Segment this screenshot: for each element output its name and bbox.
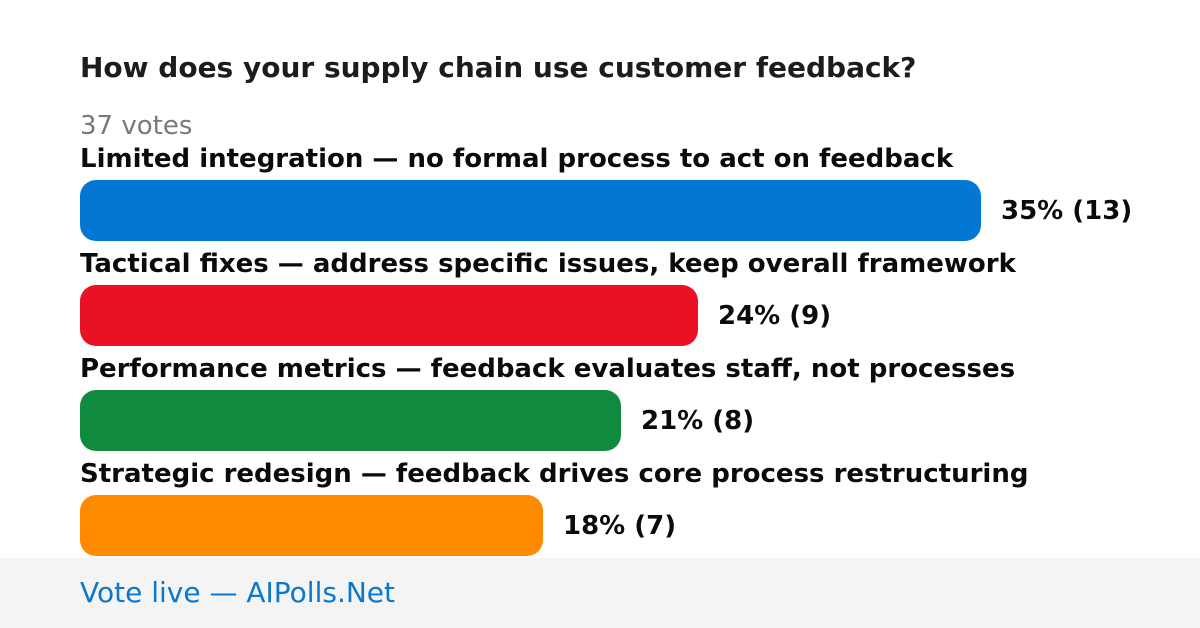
- result-bar: [80, 180, 981, 241]
- poll-option: Tactical fixes — address specific issues…: [80, 245, 1180, 350]
- bar-value-label: 21% (8): [641, 405, 755, 436]
- result-bar: [80, 495, 543, 556]
- option-label: Performance metrics — feedback evaluates…: [80, 354, 1016, 384]
- bar-row: 35% (13): [80, 180, 1180, 241]
- footer-bar: Vote live — AIPolls.Net: [0, 558, 1200, 628]
- poll-option: Strategic redesign — feedback drives cor…: [80, 455, 1180, 560]
- result-bar: [80, 285, 698, 346]
- result-bar: [80, 390, 621, 451]
- bar-row: 21% (8): [80, 390, 1180, 451]
- bar-row: 24% (9): [80, 285, 1180, 346]
- vote-count: 37 votes: [80, 111, 193, 141]
- bar-value-label: 18% (7): [563, 510, 677, 541]
- option-label: Strategic redesign — feedback drives cor…: [80, 459, 1029, 489]
- poll-option: Limited integration — no formal process …: [80, 140, 1180, 245]
- bar-value-label: 24% (9): [718, 300, 832, 331]
- poll-options: Limited integration — no formal process …: [80, 140, 1180, 560]
- option-label: Tactical fixes — address specific issues…: [80, 249, 1016, 279]
- option-label: Limited integration — no formal process …: [80, 144, 954, 174]
- poll-title: How does your supply chain use customer …: [80, 51, 917, 84]
- vote-live-link[interactable]: Vote live — AIPolls.Net: [80, 576, 395, 609]
- bar-row: 18% (7): [80, 495, 1180, 556]
- poll-option: Performance metrics — feedback evaluates…: [80, 350, 1180, 455]
- bar-value-label: 35% (13): [1001, 195, 1133, 226]
